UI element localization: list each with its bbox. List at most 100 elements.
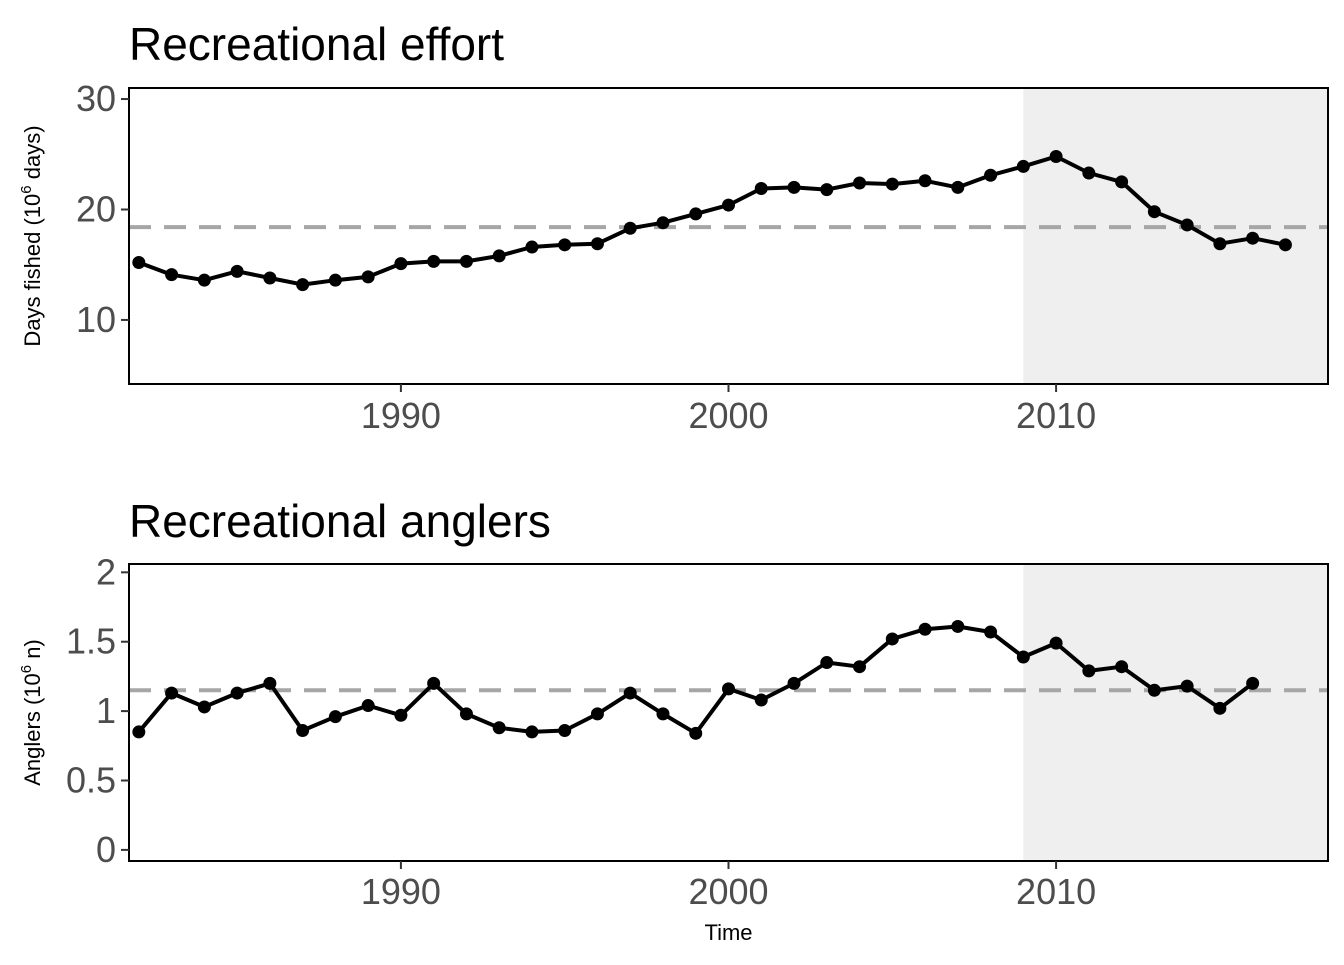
data-point [558,724,572,738]
data-point [427,254,441,268]
data-point [885,177,899,191]
data-point [1049,636,1063,650]
data-point [689,207,703,221]
data-point [951,180,965,194]
x-tick-label: 2000 [688,871,768,912]
data-point [361,270,375,284]
data-point [459,707,473,721]
data-point [590,707,604,721]
data-point [1246,676,1260,690]
data-point [296,278,310,292]
x-tick-label: 2010 [1016,395,1096,436]
y-axis-title-unit: n) [20,639,45,665]
data-point [820,183,834,197]
data-point [132,256,146,270]
data-point [1115,660,1129,674]
y-tick-label: 1 [96,690,116,731]
data-point [590,237,604,251]
data-point [722,682,735,696]
data-point [492,721,506,735]
data-point [165,268,179,282]
data-point [558,238,572,252]
y-tick-label: 20 [76,188,116,229]
data-point [492,249,506,263]
panel-2: 0 0.5 1 1.5 2 1990 2000 2010 Recreational angler… [18,495,1329,945]
data-point [1016,159,1030,173]
data-point [328,273,342,287]
data-point [1213,701,1227,715]
y-tick-label: 30 [76,78,116,119]
data-point [656,216,670,230]
x-axis-title: Time [704,920,752,945]
data-point [1213,237,1227,251]
data-point [853,660,867,674]
data-point [1278,238,1292,252]
data-point [787,180,801,194]
y-tick-label: 2 [96,551,116,592]
data-point [361,699,375,713]
data-point [689,726,703,740]
data-point [394,708,408,722]
data-point [787,676,801,690]
data-point [230,686,244,700]
y-tick-label: 10 [76,299,116,340]
y-axis-title-unit: days) [20,125,45,185]
data-point [132,725,146,739]
data-point [197,273,211,287]
chart-title: Recreational anglers [129,495,551,547]
data-point [263,676,277,690]
x-tick-label: 1990 [361,395,441,436]
data-point [427,676,441,690]
data-point [820,656,834,670]
data-point [525,240,539,254]
data-point [165,686,179,700]
data-point [1246,231,1260,245]
y-axis-title-superscript: 6 [18,185,35,193]
data-point [263,271,277,285]
data-point [918,622,932,636]
y-axis-title: Anglers (106 n) [18,639,45,786]
y-tick-label: 1.5 [66,621,116,662]
data-point [394,257,408,271]
y-axis-title: Days fished (106 days) [18,125,45,346]
data-point [853,176,867,190]
data-point [951,619,965,633]
data-point [230,264,244,278]
y-axis-title-main: Days fished (10 [20,194,45,347]
x-tick-label: 1990 [361,871,441,912]
data-point [328,710,342,724]
data-point [1147,205,1161,219]
y-axis-title-superscript: 6 [18,665,35,673]
data-point [1115,175,1129,189]
x-tick-label: 2000 [688,395,768,436]
shaded-region [1023,564,1328,861]
data-point [918,174,932,188]
data-point [885,632,899,646]
data-point [984,168,998,182]
data-point [754,693,768,707]
y-tick-label: 0 [96,829,116,870]
data-point [296,724,310,738]
data-point [656,707,670,721]
x-tick-label: 2010 [1016,871,1096,912]
data-point [1180,679,1194,693]
chart-title: Recreational effort [129,18,504,70]
panel-1: 10 20 30 1990 2000 2010 Recreational effort Day… [18,18,1329,436]
y-axis-title-main: Anglers (10 [20,673,45,786]
data-point [197,700,211,714]
data-point [623,686,637,700]
data-point [1082,166,1096,180]
y-tick-label: 0.5 [66,760,116,801]
data-point [984,625,998,639]
data-point [623,221,637,235]
data-point [459,254,473,268]
data-point [1049,149,1063,163]
data-point [1082,664,1096,678]
data-point [1180,218,1194,232]
data-point [722,198,735,212]
data-point [1147,683,1161,697]
data-point [754,182,768,196]
shaded-region [1023,88,1328,384]
